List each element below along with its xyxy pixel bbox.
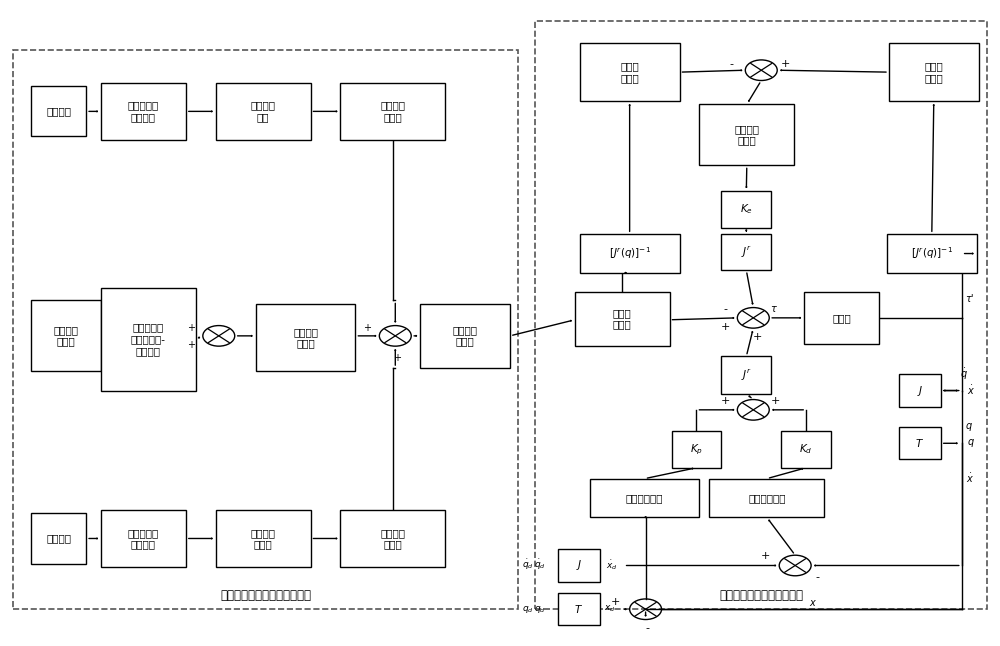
Text: 基于动力学模型的阻抗控制: 基于动力学模型的阻抗控制 bbox=[719, 589, 803, 602]
Text: $J^r$: $J^r$ bbox=[741, 245, 752, 260]
Text: $J$: $J$ bbox=[576, 559, 582, 572]
Text: $\dot{x}$: $\dot{x}$ bbox=[966, 472, 974, 484]
Text: +: + bbox=[753, 332, 762, 342]
Text: 机器人: 机器人 bbox=[832, 313, 851, 323]
Text: $\dot{q}$: $\dot{q}$ bbox=[960, 367, 968, 382]
FancyBboxPatch shape bbox=[721, 234, 771, 270]
FancyBboxPatch shape bbox=[709, 479, 824, 517]
Text: -: - bbox=[646, 623, 650, 634]
Text: 动力学建模及动力学参数辨识: 动力学建模及动力学参数辨识 bbox=[220, 589, 311, 602]
Text: $q_d$: $q_d$ bbox=[534, 604, 546, 615]
FancyBboxPatch shape bbox=[31, 300, 101, 371]
FancyBboxPatch shape bbox=[781, 431, 831, 468]
Text: +: + bbox=[771, 396, 780, 406]
Text: $\dot{x}$: $\dot{x}$ bbox=[967, 384, 975, 397]
FancyBboxPatch shape bbox=[580, 43, 680, 101]
Text: +: + bbox=[393, 353, 401, 363]
Text: 末端受到
的外力: 末端受到 的外力 bbox=[734, 124, 759, 145]
FancyBboxPatch shape bbox=[420, 304, 510, 368]
Text: 连杆动力
学参数: 连杆动力 学参数 bbox=[380, 101, 405, 122]
FancyBboxPatch shape bbox=[575, 292, 670, 346]
Text: +: + bbox=[781, 59, 790, 68]
Text: $K_p$: $K_p$ bbox=[690, 443, 703, 457]
Text: 改进粒子
群算法: 改进粒子 群算法 bbox=[251, 528, 276, 549]
Text: +: + bbox=[187, 323, 195, 333]
Text: 实际末
端受力: 实际末 端受力 bbox=[924, 61, 943, 83]
FancyBboxPatch shape bbox=[256, 304, 355, 371]
Text: 运动状态及
测量力矩: 运动状态及 测量力矩 bbox=[128, 528, 159, 549]
FancyBboxPatch shape bbox=[699, 104, 794, 165]
FancyBboxPatch shape bbox=[340, 83, 445, 140]
Text: $\dot{q}_d$: $\dot{q}_d$ bbox=[534, 559, 546, 572]
FancyBboxPatch shape bbox=[899, 427, 941, 459]
Text: x: x bbox=[809, 598, 815, 608]
Text: +: + bbox=[761, 552, 770, 561]
FancyBboxPatch shape bbox=[101, 287, 196, 391]
Text: 末端位置误差: 末端位置误差 bbox=[626, 493, 663, 503]
FancyBboxPatch shape bbox=[899, 375, 941, 406]
FancyBboxPatch shape bbox=[889, 43, 979, 101]
Text: $\dot{x}_d$: $\dot{x}_d$ bbox=[606, 559, 618, 572]
Text: $T$: $T$ bbox=[574, 603, 583, 615]
Text: 激励轨迹: 激励轨迹 bbox=[46, 107, 71, 116]
Text: 完整动力
学模型: 完整动力 学模型 bbox=[453, 325, 478, 347]
FancyBboxPatch shape bbox=[216, 510, 311, 567]
Text: 空载动力
学模型: 空载动力 学模型 bbox=[293, 327, 318, 348]
FancyBboxPatch shape bbox=[804, 292, 879, 344]
FancyBboxPatch shape bbox=[558, 593, 600, 625]
FancyBboxPatch shape bbox=[672, 431, 721, 468]
Text: 理论末
端受力: 理论末 端受力 bbox=[620, 61, 639, 83]
Text: +: + bbox=[187, 340, 195, 350]
Text: τ': τ' bbox=[965, 293, 974, 304]
FancyBboxPatch shape bbox=[558, 549, 600, 581]
FancyBboxPatch shape bbox=[31, 513, 86, 564]
FancyBboxPatch shape bbox=[721, 357, 771, 394]
Text: $T$: $T$ bbox=[915, 437, 924, 449]
Text: 考虑关节摩
擦力的牛顿-
欧拉建模: 考虑关节摩 擦力的牛顿- 欧拉建模 bbox=[131, 322, 166, 356]
Text: 运动状态及
测量力矩: 运动状态及 测量力矩 bbox=[128, 101, 159, 122]
Text: +: + bbox=[611, 596, 620, 607]
FancyBboxPatch shape bbox=[580, 234, 680, 273]
FancyBboxPatch shape bbox=[590, 479, 699, 517]
Text: $[J^r(q)]^{-1}$: $[J^r(q)]^{-1}$ bbox=[911, 245, 953, 262]
FancyBboxPatch shape bbox=[101, 510, 186, 567]
Text: $J^r$: $J^r$ bbox=[741, 368, 752, 382]
Text: $q$: $q$ bbox=[967, 437, 975, 449]
FancyBboxPatch shape bbox=[340, 510, 445, 567]
FancyBboxPatch shape bbox=[721, 191, 771, 228]
Text: +: + bbox=[721, 396, 730, 406]
Text: 机器人运
动分析: 机器人运 动分析 bbox=[54, 325, 79, 347]
Text: $x_d$: $x_d$ bbox=[604, 604, 616, 614]
Text: $K_d$: $K_d$ bbox=[799, 443, 813, 456]
Text: 末端速度误差: 末端速度误差 bbox=[748, 493, 786, 503]
Text: -: - bbox=[729, 59, 733, 68]
Text: +: + bbox=[363, 323, 371, 333]
Text: 激励轨迹: 激励轨迹 bbox=[46, 534, 71, 543]
Text: 负载动力
学参数: 负载动力 学参数 bbox=[380, 528, 405, 549]
Text: $J$: $J$ bbox=[917, 384, 923, 397]
Text: -: - bbox=[815, 572, 819, 582]
FancyBboxPatch shape bbox=[216, 83, 311, 140]
Text: $q$: $q$ bbox=[965, 421, 973, 433]
Text: $q_d$: $q_d$ bbox=[522, 604, 534, 615]
Text: $\dot{q}_d$: $\dot{q}_d$ bbox=[522, 559, 534, 572]
Text: 改进遗传
算法: 改进遗传 算法 bbox=[251, 101, 276, 122]
FancyBboxPatch shape bbox=[887, 234, 977, 273]
Text: 理论关
节力矩: 理论关 节力矩 bbox=[613, 308, 632, 329]
FancyBboxPatch shape bbox=[31, 87, 86, 136]
Text: +: + bbox=[721, 322, 730, 332]
Text: $K_e$: $K_e$ bbox=[740, 203, 753, 216]
Text: τ: τ bbox=[770, 304, 776, 314]
FancyBboxPatch shape bbox=[101, 83, 186, 140]
Text: -: - bbox=[723, 304, 727, 314]
Text: $[J^r(q)]^{-1}$: $[J^r(q)]^{-1}$ bbox=[609, 245, 651, 262]
